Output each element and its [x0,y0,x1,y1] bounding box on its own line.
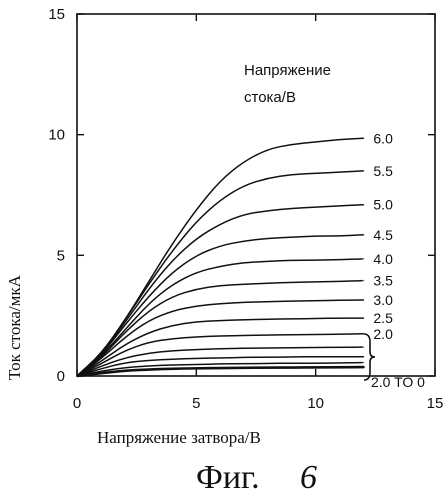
series-curves [77,138,363,376]
series-line [77,235,363,376]
series-label: 2.0 [373,326,393,342]
y-axis-title: Ток стока/мкА [5,274,24,380]
x-tick-label: 0 [73,395,81,412]
y-tick-label: 10 [48,127,65,144]
series-label: 5.5 [373,163,393,179]
grouped-series-label: 2.0 TO 0 [371,374,425,390]
series-line [77,138,363,376]
y-tick-label: 5 [57,247,65,264]
x-tick-label: 10 [307,395,324,412]
series-label: 2.5 [373,310,393,326]
figure-caption-text: Фиг. [196,459,260,496]
x-tick-label: 15 [427,395,444,412]
legend-title-line1: Напряжение [244,62,331,79]
legend-title-line2: стока/В [244,89,296,106]
series-label: 6.0 [373,130,393,146]
y-tick-label: 15 [48,6,65,23]
y-tick-label: 0 [57,368,65,385]
series-label: 3.0 [373,292,393,308]
series-label: 4.0 [373,251,393,267]
x-tick-label: 5 [192,395,200,412]
series-label: 5.0 [373,197,393,213]
series-line [77,205,363,376]
series-line [77,334,363,376]
series-label: 3.5 [373,273,393,289]
series-label: 4.5 [373,227,393,243]
figure-caption-number: 6 [300,459,317,496]
series-labels: 6.0 5.5 5.0 4.5 4.0 3.5 3.0 2.52.0 [373,130,393,341]
series-line [77,171,363,376]
x-axis-title: Напряжение затвора/В [97,428,261,447]
